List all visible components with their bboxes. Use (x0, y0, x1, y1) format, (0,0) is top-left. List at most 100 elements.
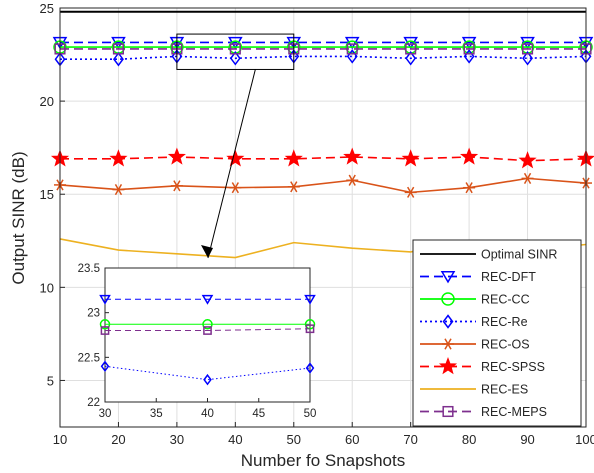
data-point-marker (226, 149, 245, 167)
inset-frame (104, 267, 311, 403)
inset-data-point-marker (99, 319, 111, 330)
legend-label: REC-ES (481, 383, 528, 397)
inset-series-line (105, 328, 311, 332)
inset-data-point-marker (99, 294, 111, 305)
legend-label: REC-DFT (481, 270, 536, 284)
x-tick-label: 20 (111, 432, 125, 447)
legend-entry: REC-MEPS (420, 405, 547, 419)
inset-x-tick-label: 35 (150, 408, 163, 420)
main-ticks: 10 20 30 40 50 60 70 80 90 100 5 10 15 20 25 (40, 1, 594, 447)
inset-y-tick-label: 23 (87, 308, 100, 320)
data-point-marker (521, 172, 534, 184)
data-point-marker (346, 43, 358, 55)
data-point-marker-ray (348, 174, 356, 186)
data-point-marker-ray (231, 182, 239, 194)
x-tick-label: 60 (345, 432, 359, 447)
legend-entry: REC-DFT (420, 270, 536, 284)
legend-entry: REC-SPSS (420, 356, 545, 375)
y-tick-label: 10 (40, 280, 54, 295)
data-point-marker (113, 51, 124, 67)
legend: Optimal SINR REC-DFT REC-CC REC-Re REC-OS REC… (412, 239, 582, 427)
x-tick-label: 80 (462, 432, 476, 447)
data-point-marker (229, 51, 241, 66)
series-line (59, 177, 587, 194)
data-point-marker-ray (114, 183, 123, 196)
legend-box (412, 239, 582, 427)
data-point-marker-ray (465, 182, 473, 194)
inset-y-tick-label: 22.5 (78, 352, 100, 364)
x-tick-label: 30 (170, 432, 184, 447)
data-point-marker (405, 51, 417, 66)
legend-entry: Optimal SINR (420, 248, 557, 262)
inset-y-tick-label: 22 (87, 397, 100, 409)
x-tick-label: 90 (520, 432, 534, 447)
data-point-marker (463, 43, 475, 55)
data-point-marker-ray (290, 181, 298, 193)
data-point-marker (284, 149, 303, 167)
data-point-marker (518, 151, 537, 169)
inset-x-tick-label: 30 (99, 408, 112, 420)
legend-swatch-marker (440, 270, 456, 284)
legend-label: REC-Re (481, 315, 528, 329)
data-point-marker (112, 183, 125, 196)
inset-x-tick-label: 40 (201, 408, 214, 420)
data-point-marker (460, 147, 479, 165)
main-series (50, 10, 594, 259)
legend-entry: REC-CC (420, 292, 530, 307)
zoom-indicator (176, 33, 295, 259)
main-plot-frame (59, 7, 587, 428)
legend-entry: REC-OS (420, 338, 530, 352)
inset-data-point-marker (304, 294, 316, 305)
inset-data-point-marker (203, 373, 212, 386)
inset-data-point-marker (305, 324, 315, 334)
zoom-arrow-head (201, 245, 213, 258)
legend-swatch-marker-ray (444, 338, 452, 350)
series-line (60, 156, 587, 162)
data-point-marker (343, 147, 362, 165)
data-point-marker (522, 51, 533, 66)
inset-series-rec-meps (100, 324, 315, 335)
x-axis-label: Number fo Snapshots (241, 451, 405, 470)
inset-data-point-marker (203, 326, 212, 335)
legend-label: Optimal SINR (481, 248, 557, 262)
data-point-marker (112, 43, 124, 55)
inset-series-rec-re (100, 360, 315, 386)
inset-data-point-marker (305, 362, 315, 374)
data-point-marker (229, 43, 241, 55)
legend-swatch-marker (442, 338, 454, 350)
inset-data-point-marker (100, 326, 110, 335)
y-tick-label: 15 (40, 187, 54, 202)
legend-entry: REC-ES (420, 383, 528, 397)
data-point-marker (229, 182, 242, 194)
inset-x-tick-label: 50 (304, 408, 317, 420)
data-point-marker (522, 43, 534, 55)
inset-plot: 30 35 40 45 50 22 22.5 23 23.5 (78, 263, 317, 420)
x-tick-label: 40 (228, 432, 242, 447)
legend-swatch-marker (442, 405, 454, 418)
legend-swatch-marker (442, 314, 454, 329)
data-point-marker-ray (523, 172, 532, 184)
legend-label: REC-CC (481, 293, 530, 307)
data-point-marker (404, 186, 417, 198)
data-point-marker (287, 181, 300, 193)
y-axis-label: Output SINR (dB) (9, 151, 28, 284)
y-tick-label: 20 (40, 94, 54, 109)
zoom-region-box (176, 33, 295, 70)
data-point-marker (109, 149, 128, 167)
data-point-marker-ray (173, 180, 181, 192)
inset-data-point-marker (202, 319, 213, 330)
legend-entry: REC-Re (420, 314, 528, 329)
data-point-marker (401, 149, 420, 167)
x-tick-label: 100 (575, 432, 594, 447)
inset-series-line (104, 365, 311, 381)
legend-label: REC-MEPS (481, 405, 547, 419)
x-tick-label: 50 (287, 432, 301, 447)
data-point-marker (346, 174, 359, 186)
data-point-marker (463, 182, 476, 194)
data-point-marker (170, 180, 183, 192)
y-tick-label: 5 (47, 373, 54, 388)
data-point-marker-ray (407, 186, 415, 198)
inset-data-point-marker (201, 294, 214, 305)
inset-data-point-marker (100, 360, 110, 373)
